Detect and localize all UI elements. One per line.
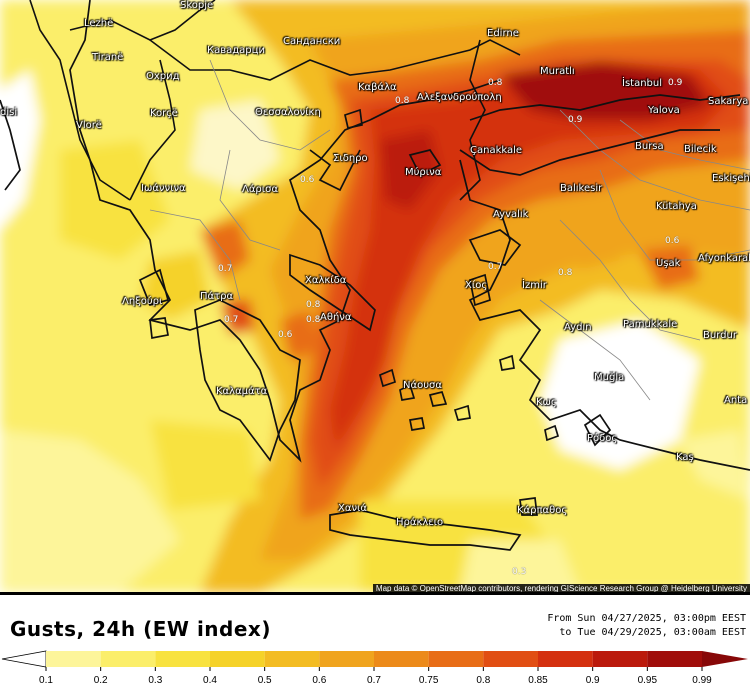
city-label[interactable]: Aydın [564, 322, 592, 333]
legend-swatch [46, 651, 101, 667]
city-label[interactable]: Καλαμάτα [216, 386, 268, 397]
city-label[interactable]: Balıkesir [560, 183, 603, 194]
city-label[interactable]: Çanakkale [470, 145, 523, 156]
legend-swatch [210, 651, 265, 667]
city-label[interactable]: Κως [536, 397, 557, 408]
city-label[interactable]: Anta [724, 395, 748, 406]
legend-tick-label: 0.3 [148, 675, 163, 686]
legend-swatch [100, 651, 156, 667]
city-label[interactable]: Lezhë [84, 18, 114, 29]
city-label[interactable]: Αλεξανδρούπολη [417, 92, 502, 103]
contour-label: 0.3 [512, 567, 527, 577]
city-label[interactable]: Μύρινα [405, 167, 442, 178]
city-label[interactable]: Αθήνα [320, 312, 352, 323]
city-label[interactable]: Κάρπαθος [517, 505, 568, 516]
legend-swatch [647, 651, 702, 667]
contour-label: 0.8 [488, 78, 503, 88]
city-label[interactable]: İstanbul [622, 78, 663, 89]
legend-tick-label: 0.75 [418, 675, 439, 686]
city-label[interactable]: Eskişehir [712, 173, 750, 184]
city-label[interactable]: Νάουσα [403, 380, 442, 391]
city-label[interactable]: Afyonkarahisar [698, 253, 750, 264]
city-label[interactable]: Θεσσαλονίκη [255, 107, 321, 118]
city-label[interactable]: Ayvalık [493, 209, 529, 220]
legend-tick-label: 0.9 [585, 675, 600, 686]
city-label[interactable]: Bursa [635, 141, 664, 152]
city-label[interactable]: Χαλκίδα [305, 275, 347, 286]
contour-label: 0.8 [558, 268, 573, 278]
legend-swatch [483, 651, 538, 667]
city-label[interactable]: Bilecik [684, 144, 717, 155]
city-label[interactable]: Ηράκλειο [396, 517, 444, 528]
city-label[interactable]: Сандански [283, 36, 341, 47]
contour-label: 0.7 [218, 264, 233, 274]
contour-label: 0.9 [568, 115, 583, 125]
city-label[interactable]: Yalova [648, 105, 680, 116]
legend-swatch [538, 651, 593, 667]
legend-swatch [592, 651, 648, 667]
legend-swatch [428, 651, 484, 667]
legend-tick-label: 0.1 [39, 675, 53, 686]
city-label[interactable]: Uşak [656, 258, 681, 269]
contour-label: 0.7 [488, 262, 503, 272]
legend-tick-label: 0.85 [528, 675, 548, 686]
legend-swatch [319, 651, 374, 667]
contour-label: 0.7 [224, 315, 239, 325]
city-label[interactable]: Sakarya [708, 96, 749, 107]
legend-tick-label: 0.6 [312, 675, 327, 686]
city-label[interactable]: disi [0, 107, 18, 118]
legend-tick-label: 0.4 [203, 675, 217, 686]
legend-swatch [155, 651, 210, 667]
city-label[interactable]: Ληξούρι [122, 296, 163, 307]
city-label[interactable]: Πάτρα [200, 291, 234, 302]
legend-arrow-high [702, 651, 748, 667]
city-label[interactable]: Skopje [180, 0, 214, 11]
chart-title: Gusts, 24h (EW index) [10, 617, 271, 641]
gust-map[interactable]: Skopje Lezhë Tiranë Кавадарци Сандански … [0, 0, 750, 593]
legend-tick-label: 0.2 [93, 675, 108, 686]
city-label[interactable]: Кавадарци [207, 45, 265, 56]
contour-label: 0.8 [306, 300, 321, 310]
forecast-period: From Sun 04/27/2025, 03:00pm EEST to Tue… [547, 612, 746, 640]
city-label[interactable]: Edirne [487, 28, 519, 39]
contour-label: 0.6 [278, 330, 293, 340]
city-label[interactable]: Tiranë [92, 52, 124, 63]
contour-label: 0.6 [300, 175, 315, 185]
city-label[interactable]: Λάρισα [242, 184, 279, 195]
city-label[interactable]: Σιδηρο [333, 153, 368, 164]
city-label[interactable]: Pamukkale [623, 319, 678, 330]
legend-tick-label: 0.99 [692, 675, 712, 686]
legend-tick-label: 0.95 [637, 675, 658, 686]
contour-label: 0.8 [306, 315, 321, 325]
city-label[interactable]: Muğla [594, 372, 625, 383]
legend-arrow-low [1, 650, 47, 668]
map-footer-divider [0, 592, 750, 595]
city-label[interactable]: Χίος [465, 280, 488, 291]
city-label[interactable]: Korçë [150, 108, 178, 119]
legend-tick-label: 0.5 [257, 675, 272, 686]
city-label[interactable]: Burdur [703, 330, 737, 341]
legend-swatch [374, 651, 429, 667]
city-label[interactable]: Kütahya [656, 201, 697, 212]
legend-swatch [264, 651, 320, 667]
city-label[interactable]: Vlorë [76, 120, 102, 131]
city-label[interactable]: İzmir [522, 280, 547, 291]
map-attribution[interactable]: Map data © OpenStreetMap contributors, r… [372, 584, 750, 593]
city-label[interactable]: Ιωάννινα [141, 183, 186, 194]
city-label[interactable]: Χανιά [338, 503, 368, 514]
city-label[interactable]: Καβάλα [358, 82, 397, 93]
color-legend [1, 650, 748, 671]
contour-label: 0.6 [665, 236, 680, 246]
legend-tick-label: 0.8 [476, 675, 491, 686]
city-label[interactable]: Kaş [676, 452, 694, 463]
gust-field-layer [0, 0, 750, 593]
city-label[interactable]: Muratlı [540, 66, 575, 77]
city-label[interactable]: Ρόδος [587, 433, 618, 444]
contour-label: 0.8 [395, 96, 410, 106]
contour-label: 0.9 [668, 78, 683, 88]
period-to: to Tue 04/29/2025, 03:00am EEST [559, 627, 746, 638]
legend-tick-label: 0.7 [367, 675, 381, 686]
city-label[interactable]: Охрид [146, 71, 180, 82]
period-from: From Sun 04/27/2025, 03:00pm EEST [547, 613, 746, 624]
